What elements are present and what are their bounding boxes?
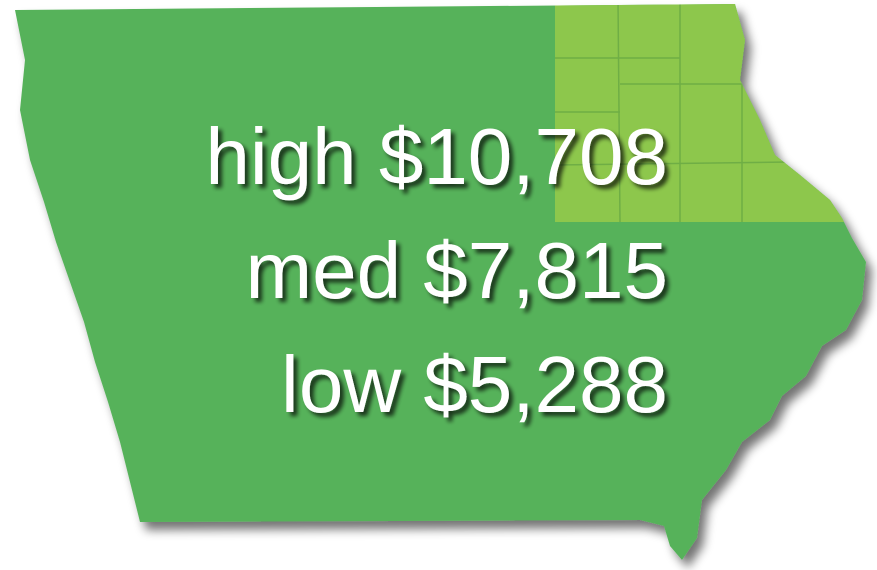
high-value: high $10,708	[205, 112, 668, 201]
text-block: high $10,708 med $7,815 low $5,288	[205, 112, 668, 429]
median-value: med $7,815	[245, 226, 668, 315]
low-value: low $5,288	[281, 340, 668, 429]
